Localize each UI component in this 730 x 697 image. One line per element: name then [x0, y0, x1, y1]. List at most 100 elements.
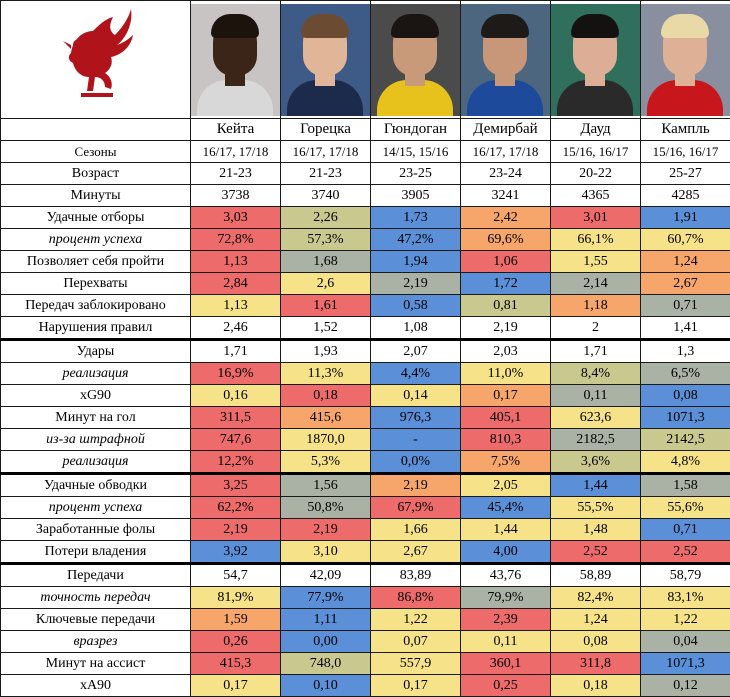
stat-label: Заработанные фолы — [1, 519, 191, 541]
stat-value: 55,6% — [641, 497, 730, 519]
stat-value: 0,71 — [641, 519, 730, 541]
stat-value: 2,52 — [551, 541, 641, 564]
stat-value: 58,89 — [551, 564, 641, 587]
stat-value: 4,8% — [641, 451, 730, 474]
player-name: Дауд — [551, 119, 641, 141]
stat-label: Ключевые передачи — [1, 609, 191, 631]
stat-value: 1,24 — [551, 609, 641, 631]
stat-value: 57,3% — [281, 229, 371, 251]
stat-value: 747,6 — [191, 429, 281, 451]
stat-value: 1,3 — [641, 340, 730, 363]
player-photo-cell — [461, 1, 551, 119]
stat-value: 67,9% — [371, 497, 461, 519]
stat-label: Удары — [1, 340, 191, 363]
player-photo — [461, 4, 550, 116]
stat-value: 1,91 — [641, 207, 730, 229]
stat-value: 1,24 — [641, 251, 730, 273]
stat-value: 976,3 — [371, 407, 461, 429]
player-photo-cell — [281, 1, 371, 119]
stat-value: 2 — [551, 317, 641, 340]
stat-value: 311,8 — [551, 653, 641, 675]
stat-value: 1,72 — [461, 273, 551, 295]
stat-value: 0,08 — [641, 385, 730, 407]
stat-value: 0,71 — [641, 295, 730, 317]
stat-value: 2182,5 — [551, 429, 641, 451]
player-seasons: 16/17, 17/18 — [461, 141, 551, 163]
player-name: Гюндоган — [371, 119, 461, 141]
player-photo — [281, 4, 370, 116]
stat-value: 0,11 — [461, 631, 551, 653]
stat-value: 3738 — [191, 185, 281, 207]
stat-value: 1,44 — [551, 474, 641, 497]
stat-value: 12,2% — [191, 451, 281, 474]
stat-value: 1,13 — [191, 251, 281, 273]
player-photo — [641, 4, 730, 116]
stat-label: Удачные отборы — [1, 207, 191, 229]
stat-value: 1,11 — [281, 609, 371, 631]
stat-label: Перехваты — [1, 273, 191, 295]
stat-value: 6,5% — [641, 363, 730, 385]
player-seasons: 15/16, 16/17 — [551, 141, 641, 163]
stat-label: xG90 — [1, 385, 191, 407]
player-photo — [371, 4, 460, 116]
stat-value: 43,76 — [461, 564, 551, 587]
stat-value: 557,9 — [371, 653, 461, 675]
stat-value: 0,14 — [371, 385, 461, 407]
stat-value: 4,00 — [461, 541, 551, 564]
stat-label: точность передач — [1, 587, 191, 609]
stat-value: 3,6% — [551, 451, 641, 474]
stat-value: 1,61 — [281, 295, 371, 317]
stat-value: 1,18 — [551, 295, 641, 317]
stat-value: 2,19 — [461, 317, 551, 340]
stat-label: Нарушения правил — [1, 317, 191, 340]
stat-value: 2,67 — [641, 273, 730, 295]
stat-value: 23-25 — [371, 163, 461, 185]
stat-value: 1,71 — [551, 340, 641, 363]
stat-label: вразрез — [1, 631, 191, 653]
stat-label: Передач заблокировано — [1, 295, 191, 317]
stat-value: 86,8% — [371, 587, 461, 609]
stat-label: Передачи — [1, 564, 191, 587]
stat-value: 1,52 — [281, 317, 371, 340]
stat-value: 1,44 — [461, 519, 551, 541]
stat-value: 20-22 — [551, 163, 641, 185]
stat-value: 1,13 — [191, 295, 281, 317]
stat-value: 1,94 — [371, 251, 461, 273]
stat-value: 360,1 — [461, 653, 551, 675]
stat-value: 1870,0 — [281, 429, 371, 451]
player-photo — [191, 4, 280, 116]
photo-row — [1, 1, 730, 119]
stat-value: 54,7 — [191, 564, 281, 587]
stat-value: 5,3% — [281, 451, 371, 474]
stat-value: 23-24 — [461, 163, 551, 185]
stat-value: 1,58 — [641, 474, 730, 497]
stat-value: 1,59 — [191, 609, 281, 631]
stat-value: 748,0 — [281, 653, 371, 675]
stat-label: процент успеха — [1, 229, 191, 251]
stat-label: процент успеха — [1, 497, 191, 519]
seasons-label: Сезоны — [1, 141, 191, 163]
club-logo-cell — [1, 1, 191, 119]
stat-value: 1,93 — [281, 340, 371, 363]
stat-value: 1,73 — [371, 207, 461, 229]
stat-value: 2,39 — [461, 609, 551, 631]
stat-value: 11,0% — [461, 363, 551, 385]
player-seasons: 15/16, 16/17 — [641, 141, 730, 163]
player-name: Демирбай — [461, 119, 551, 141]
stat-value: 3,92 — [191, 541, 281, 564]
stat-value: 415,6 — [281, 407, 371, 429]
stat-value: 50,8% — [281, 497, 371, 519]
